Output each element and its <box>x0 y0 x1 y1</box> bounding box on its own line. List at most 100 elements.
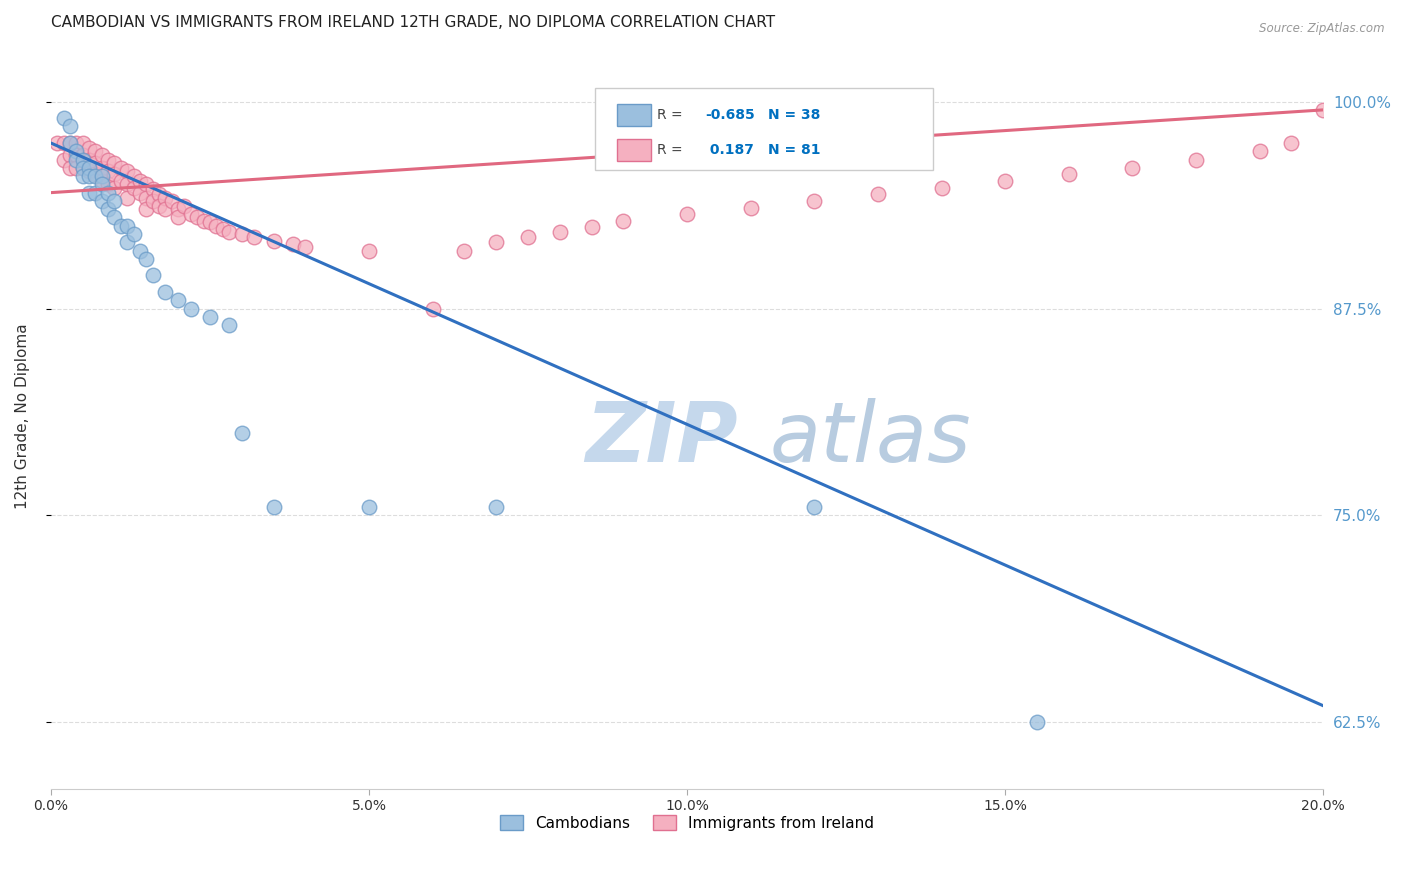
Point <box>186 211 208 225</box>
FancyBboxPatch shape <box>617 139 651 161</box>
Point <box>180 301 202 316</box>
Text: N = 81: N = 81 <box>769 144 821 157</box>
FancyBboxPatch shape <box>595 88 932 170</box>
Point <box>52 136 75 150</box>
Point <box>129 244 152 258</box>
Point <box>485 235 508 250</box>
Point <box>803 194 825 208</box>
Point <box>263 234 285 248</box>
Point <box>218 225 240 239</box>
Point <box>453 244 475 258</box>
Point <box>65 161 87 175</box>
Point <box>173 199 195 213</box>
Point <box>115 164 138 178</box>
Point <box>52 111 75 125</box>
Point <box>65 136 87 150</box>
Point <box>142 182 165 196</box>
Point <box>198 310 221 324</box>
Point <box>422 301 444 316</box>
Point <box>59 136 82 150</box>
Point <box>65 153 87 167</box>
Point <box>122 180 145 194</box>
Point <box>148 187 170 202</box>
Point <box>167 202 190 217</box>
Point <box>72 161 94 175</box>
Point <box>231 227 253 241</box>
Point <box>110 174 132 188</box>
Text: R =: R = <box>657 108 686 122</box>
FancyBboxPatch shape <box>617 104 651 127</box>
Point <box>135 178 157 192</box>
Point <box>122 227 145 241</box>
Point <box>72 169 94 183</box>
Point <box>135 252 157 266</box>
Point <box>90 174 112 188</box>
Point <box>97 164 120 178</box>
Point <box>167 211 190 225</box>
Point <box>90 147 112 161</box>
Point <box>155 285 177 299</box>
Point <box>160 194 183 208</box>
Point <box>84 169 107 183</box>
Point <box>97 153 120 167</box>
Point <box>72 147 94 161</box>
Point <box>155 191 177 205</box>
Point <box>281 236 304 251</box>
Point <box>115 191 138 205</box>
Point <box>142 268 165 283</box>
Point <box>115 235 138 250</box>
Point <box>103 180 125 194</box>
Point <box>803 500 825 515</box>
Point <box>65 145 87 159</box>
Point <box>517 230 540 244</box>
Point <box>1185 153 1208 167</box>
Point <box>167 293 190 308</box>
Point <box>218 318 240 332</box>
Point <box>148 199 170 213</box>
Point <box>97 186 120 200</box>
Point <box>180 207 202 221</box>
Text: atlas: atlas <box>769 398 972 479</box>
Point <box>1121 161 1143 175</box>
Point <box>72 153 94 167</box>
Point <box>77 161 100 175</box>
Point <box>59 120 82 134</box>
Text: N = 38: N = 38 <box>769 108 821 122</box>
Point <box>77 141 100 155</box>
Point <box>676 207 699 221</box>
Text: R =: R = <box>657 144 686 157</box>
Point <box>90 161 112 175</box>
Text: Source: ZipAtlas.com: Source: ZipAtlas.com <box>1260 22 1385 36</box>
Point <box>77 169 100 183</box>
Point <box>231 425 253 440</box>
Point <box>77 164 100 178</box>
Point <box>294 240 316 254</box>
Point <box>115 178 138 192</box>
Point <box>740 201 762 215</box>
Point <box>97 202 120 217</box>
Point <box>72 161 94 175</box>
Point <box>84 156 107 170</box>
Point <box>77 153 100 167</box>
Point <box>135 191 157 205</box>
Text: -0.685: -0.685 <box>704 108 755 122</box>
Point <box>142 194 165 208</box>
Point <box>1312 103 1334 117</box>
Legend: Cambodians, Immigrants from Ireland: Cambodians, Immigrants from Ireland <box>494 808 880 837</box>
Point <box>84 186 107 200</box>
Point <box>357 244 380 258</box>
Point <box>135 202 157 217</box>
Point <box>90 169 112 183</box>
Point <box>77 186 100 200</box>
Point <box>65 147 87 161</box>
Point <box>581 220 603 235</box>
Point <box>866 187 889 202</box>
Point <box>72 136 94 150</box>
Point <box>243 230 266 244</box>
Point <box>198 215 221 229</box>
Point <box>548 225 571 239</box>
Point <box>52 153 75 167</box>
Point <box>97 178 120 192</box>
Point <box>90 178 112 192</box>
Point <box>1057 168 1080 182</box>
